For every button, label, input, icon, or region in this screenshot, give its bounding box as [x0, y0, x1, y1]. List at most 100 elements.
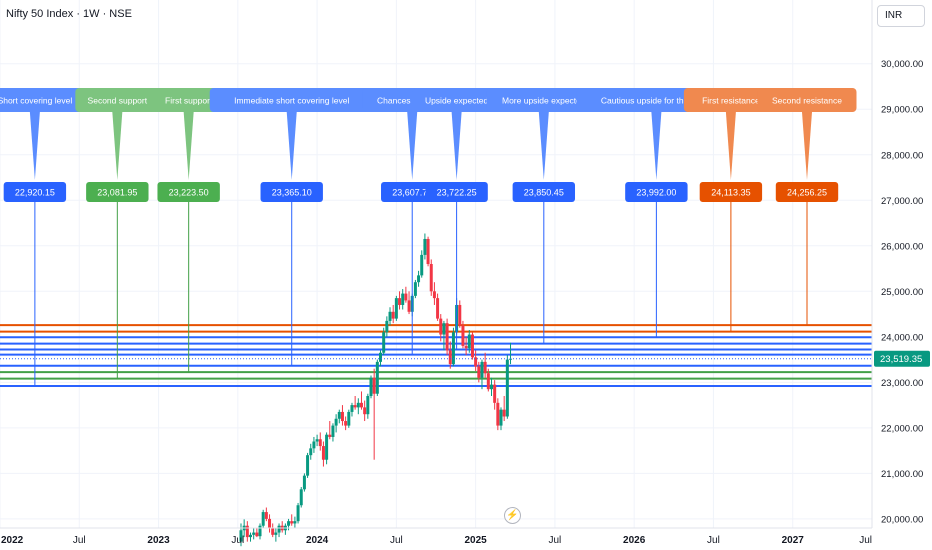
- candle-body: [239, 530, 243, 542]
- callout-value-badge: [425, 182, 488, 202]
- level-callout[interactable]: Second resistance 24,256.25: [757, 88, 857, 326]
- callout-bubble: [486, 88, 601, 112]
- candle-body: [451, 332, 455, 365]
- callout-value-badge: [512, 182, 576, 202]
- candle-body: [347, 411, 351, 426]
- candle-body: [340, 411, 344, 422]
- candle-body: [499, 409, 503, 426]
- lightning-icon[interactable]: ⚡: [504, 507, 521, 524]
- callout-pointer: [112, 112, 123, 180]
- last-price-badge[interactable]: [874, 350, 930, 367]
- candle-body: [271, 528, 275, 535]
- y-tick-label: 20,000.00: [881, 514, 923, 525]
- candle-body: [296, 505, 300, 522]
- level-callout[interactable]: Upside expected 23,722.25: [412, 88, 502, 350]
- callout-value-badge: [157, 182, 220, 202]
- candle-body: [436, 298, 440, 319]
- candle-body: [287, 521, 291, 526]
- callout-label: Short covering level: [0, 96, 72, 106]
- candle-body: [306, 455, 310, 476]
- candle-body: [344, 421, 348, 426]
- x-tick-label: 2023: [147, 535, 170, 546]
- candle-body: [442, 323, 446, 335]
- level-callout[interactable]: Second support 23,081.95: [75, 88, 160, 379]
- x-tick-label: Jul: [549, 535, 562, 546]
- y-tick-label: 30,000.00: [881, 59, 923, 70]
- candle-body: [448, 350, 452, 365]
- candle-body: [467, 334, 471, 349]
- candle-body: [382, 332, 386, 353]
- y-tick-label: 22,000.00: [881, 423, 923, 434]
- candle-body: [268, 518, 272, 528]
- callout-value-label: 23,722.25: [437, 188, 477, 198]
- candle-body: [461, 325, 465, 346]
- candle-body: [312, 441, 316, 449]
- candle-body: [331, 425, 335, 437]
- callout-pointer: [183, 112, 194, 180]
- callouts-layer: Short covering level 22,920.15 Second supp…: [0, 88, 857, 386]
- level-callout[interactable]: First support 23,223.50: [149, 88, 229, 373]
- x-tick-label: Jul: [231, 535, 244, 546]
- candle-body: [439, 318, 443, 335]
- candle-body: [252, 532, 256, 535]
- candle-body: [486, 373, 490, 390]
- candle-body: [502, 409, 506, 417]
- callout-label: Second support: [88, 96, 148, 106]
- y-tick-label: 25,000.00: [881, 287, 923, 298]
- candle-body: [264, 512, 268, 519]
- callout-value-label: 22,920.15: [15, 188, 55, 198]
- callout-label: Cautious upside for this week: [601, 96, 713, 106]
- callout-value-badge: [699, 182, 763, 202]
- last-price-label: 23,519.35: [880, 354, 922, 365]
- symbol-title[interactable]: Nifty 50 Index · 1W · NSE: [6, 8, 132, 20]
- candle-body: [489, 384, 493, 390]
- candle-body: [464, 345, 468, 349]
- x-tick-label: 2026: [623, 535, 646, 546]
- candle-body: [420, 254, 424, 276]
- candle-body: [477, 366, 481, 378]
- candle-body: [413, 282, 417, 296]
- candle-body: [315, 439, 319, 442]
- level-callout[interactable]: Short covering level 22,920.15: [0, 88, 92, 386]
- currency-selector[interactable]: INR: [877, 5, 925, 27]
- candle-body: [493, 384, 497, 403]
- x-tick-label: Jul: [73, 535, 86, 546]
- candle-body: [309, 448, 313, 456]
- candle-body: [404, 293, 408, 301]
- callout-value-badge: [3, 182, 67, 202]
- candle-body: [474, 357, 478, 367]
- callout-pointer: [407, 112, 418, 180]
- level-callout[interactable]: Immediate short covering level 23,365.10: [209, 88, 374, 366]
- candle-body: [445, 323, 449, 351]
- callout-value-label: 24,113.35: [711, 188, 750, 198]
- candle-body: [496, 402, 500, 426]
- callout-value-badge: [260, 182, 323, 202]
- callout-value-badge: [775, 182, 839, 202]
- candle-body: [369, 377, 373, 396]
- x-tick-label: Jul: [707, 535, 720, 546]
- candle-body: [417, 275, 421, 283]
- candle-body: [299, 489, 303, 506]
- candle-body: [429, 264, 433, 292]
- y-tick-label: 28,000.00: [881, 150, 923, 161]
- callout-label: First resistance: [702, 96, 760, 106]
- x-tick-label: Jul: [859, 535, 872, 546]
- candle-body: [350, 405, 354, 412]
- candle-body: [274, 532, 278, 535]
- candle-body: [379, 352, 383, 362]
- candle-body: [325, 434, 329, 460]
- callout-bubble: [0, 88, 92, 112]
- candle-body: [249, 534, 253, 538]
- level-callout[interactable]: More upside expected 23,850.45: [486, 88, 601, 344]
- callout-bubble: [209, 88, 374, 112]
- level-callout[interactable]: First resistance 24,113.35: [683, 88, 778, 332]
- callout-value-badge: [86, 182, 149, 202]
- y-tick-label: 23,000.00: [881, 378, 923, 389]
- candle-body: [318, 439, 322, 447]
- y-tick-label: 24,000.00: [881, 332, 923, 343]
- candle-body: [432, 291, 436, 299]
- candle-body: [375, 361, 379, 394]
